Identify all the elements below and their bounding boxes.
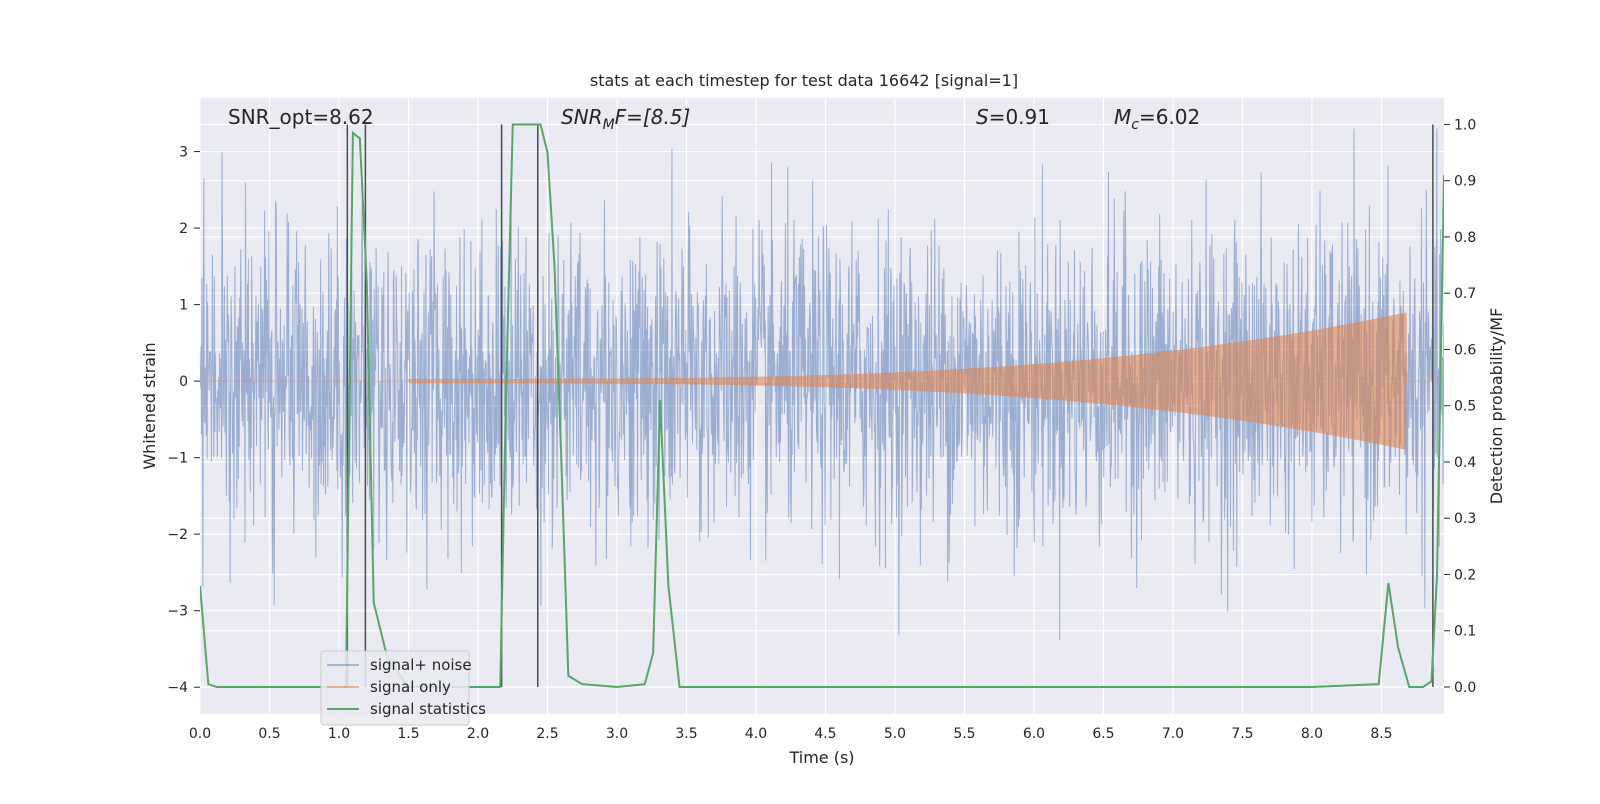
left-y-axis-label: Whitened strain	[140, 342, 159, 469]
x-tick-label: 1.0	[328, 726, 350, 742]
y-left-tick-label: −4	[167, 680, 188, 696]
mc-base: M	[1114, 105, 1131, 129]
x-tick-label: 5.0	[884, 726, 906, 742]
x-tick-label: 5.5	[953, 726, 975, 742]
annotation-snr-opt: SNR_opt=8.62	[228, 105, 374, 129]
legend-label-stats: signal statistics	[370, 700, 486, 718]
legend: signal+ noise signal only signal statist…	[320, 650, 486, 726]
x-tick-label: 0.5	[258, 726, 280, 742]
y-right-tick-label: 0.0	[1454, 680, 1476, 696]
legend-label-noise: signal+ noise	[370, 656, 472, 674]
left-y-axis-ticks: 3 2 1 0 −1 −2 −3 −4	[167, 145, 200, 696]
y-right-tick-label: 0.9	[1454, 174, 1476, 190]
x-tick-label: 7.0	[1162, 726, 1184, 742]
x-tick-label: 0.0	[189, 726, 211, 742]
x-tick-label: 6.5	[1092, 726, 1114, 742]
snr-mf-rest: F=[8.5]	[615, 105, 691, 129]
y-right-tick-label: 0.5	[1454, 399, 1476, 415]
y-right-tick-label: 0.3	[1454, 511, 1476, 527]
x-tick-label: 7.5	[1231, 726, 1253, 742]
s-var: S	[976, 105, 989, 129]
x-tick-label: 3.5	[675, 726, 697, 742]
x-axis-ticks: 0.0 0.5 1.0 1.5 2.0 2.5 3.0 3.5 4.0 4.5 5.0 5.5 6.0 6…	[189, 726, 1393, 742]
x-tick-label: 3.0	[606, 726, 628, 742]
annotation-mc-value: Mc=6.02	[1114, 105, 1200, 133]
y-right-tick-label: 0.6	[1454, 342, 1476, 358]
y-right-tick-label: 1.0	[1454, 117, 1476, 133]
y-left-tick-label: −3	[167, 604, 188, 620]
y-left-tick-label: 3	[179, 145, 188, 161]
x-tick-label: 2.5	[536, 726, 558, 742]
y-left-tick-label: −1	[167, 451, 188, 467]
mc-value: =6.02	[1139, 105, 1200, 129]
y-right-tick-label: 0.2	[1454, 567, 1476, 583]
legend-label-signal: signal only	[370, 678, 451, 696]
grid-x	[199, 98, 1383, 714]
noise-series-line	[200, 128, 1444, 640]
x-tick-label: 1.5	[397, 726, 419, 742]
x-tick-label: 6.0	[1023, 726, 1045, 742]
y-right-tick-label: 0.1	[1454, 624, 1476, 640]
x-tick-label: 2.0	[467, 726, 489, 742]
x-tick-label: 8.0	[1301, 726, 1323, 742]
snr-mf-sub: M	[603, 117, 615, 133]
x-tick-label: 4.0	[745, 726, 767, 742]
snr-mf-base: SNR	[561, 105, 603, 129]
annotation-snr-mf: SNRMF=[8.5]	[561, 105, 690, 133]
x-tick-label: 8.5	[1370, 726, 1392, 742]
annotation-s-value: S=0.91	[976, 105, 1050, 129]
mc-sub: c	[1131, 117, 1139, 133]
signal-statistics-series-line	[200, 123, 1444, 689]
s-value: =0.91	[989, 105, 1050, 129]
x-axis-label: Time (s)	[788, 748, 854, 767]
y-left-tick-label: 1	[179, 298, 188, 314]
y-right-tick-label: 0.7	[1454, 286, 1476, 302]
y-left-tick-label: 2	[179, 221, 188, 237]
y-left-tick-label: −2	[167, 527, 188, 543]
signal-only-series-line	[200, 312, 1444, 450]
y-right-tick-label: 0.4	[1454, 455, 1476, 471]
right-y-axis-ticks: 1.0 0.9 0.8 0.7 0.6 0.5 0.4 0.3 0.2 0.1 0.0	[1444, 117, 1476, 696]
legend-box	[320, 650, 470, 726]
x-tick-label: 4.5	[814, 726, 836, 742]
y-right-tick-label: 0.8	[1454, 230, 1476, 246]
chart-title: stats at each timestep for test data 166…	[590, 71, 1018, 90]
right-y-axis-label: Detection probability/MF	[1487, 308, 1506, 505]
y-left-tick-label: 0	[179, 374, 188, 390]
